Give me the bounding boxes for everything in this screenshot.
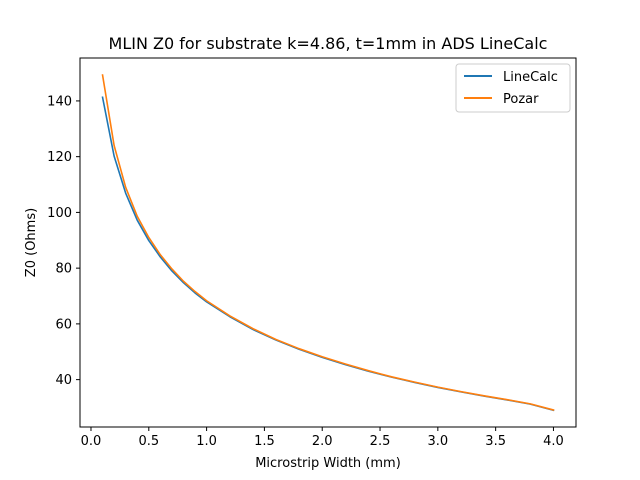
- series-layer: [101, 74, 555, 412]
- plot-area: [79, 57, 577, 428]
- x-axis-label: Microstrip Width (mm): [255, 456, 401, 471]
- x-tick-label: 1.0: [196, 434, 217, 449]
- x-tick-label: 2.0: [312, 434, 333, 449]
- y-tick-label: 80: [55, 262, 72, 277]
- y-axis: 40 60 80 100 120 140: [47, 94, 80, 388]
- x-tick-label: 0.0: [81, 434, 102, 449]
- y-tick-label: 100: [47, 206, 72, 221]
- y-tick-label: 120: [47, 150, 72, 165]
- legend: LineCalc Pozar: [455, 63, 571, 113]
- x-tick-label: 0.5: [138, 434, 159, 449]
- y-tick-label: 40: [55, 373, 72, 388]
- series-line-pozar: [101, 74, 555, 411]
- x-tick-label: 1.5: [254, 434, 275, 449]
- x-tick-label: 3.5: [485, 434, 506, 449]
- y-tick-label: 60: [55, 317, 72, 332]
- chart-title: MLIN Z0 for substrate k=4.86, t=1mm in A…: [109, 34, 548, 53]
- x-tick-label: 2.5: [370, 434, 391, 449]
- x-tick-label: 3.0: [427, 434, 448, 449]
- legend-label-linecalc: LineCalc: [503, 70, 558, 85]
- y-axis-label: Z0 (Ohms): [24, 208, 39, 277]
- x-tick-label: 4.0: [543, 434, 564, 449]
- x-axis: 0.0 0.5 1.0 1.5 2.0 2.5 3.0 3.5 4.0: [81, 427, 564, 449]
- legend-label-pozar: Pozar: [503, 92, 539, 107]
- y-tick-label: 140: [47, 94, 72, 109]
- plot-frame: [79, 57, 577, 428]
